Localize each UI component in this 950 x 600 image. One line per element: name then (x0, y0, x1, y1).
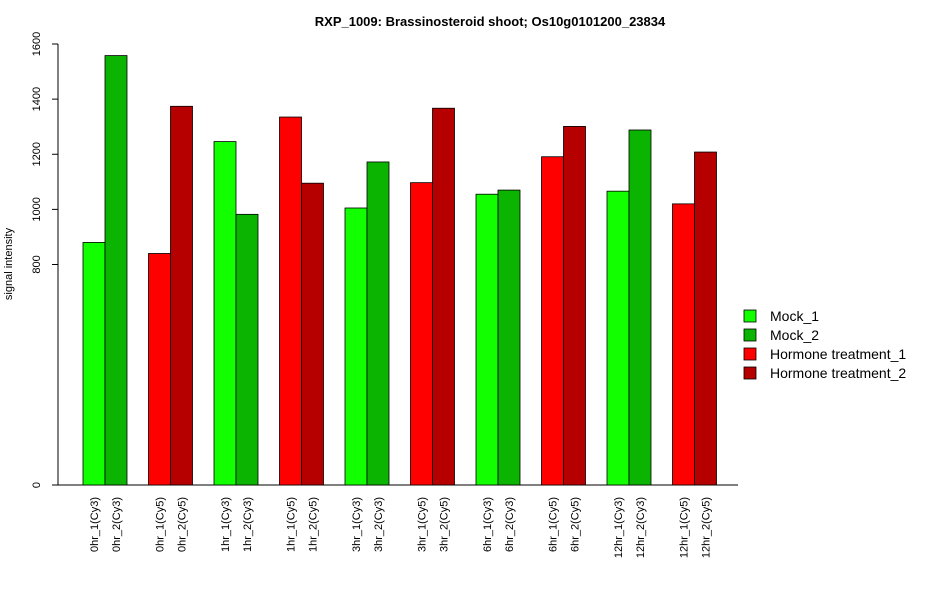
y-tick-label: 1600 (31, 32, 43, 56)
x-tick-label: 1hr_1(Cy5) (286, 497, 298, 552)
x-tick-label: 6hr_2(Cy3) (504, 497, 516, 552)
legend: Mock_1 Mock_2 Hormone treatment_1 Hormone t… (743, 308, 906, 381)
x-tick-label: 12hr_2(Cy5) (701, 497, 713, 558)
legend-label: Mock_2 (770, 327, 819, 343)
x-tick-label: 3hr_2(Cy5) (439, 497, 451, 552)
y-tick-label: 1000 (31, 197, 43, 221)
x-tick-label: 12hr_1(Cy3) (613, 497, 625, 558)
bar (170, 105, 193, 486)
bar (344, 207, 368, 486)
chart-title: RXP_1009: Brassinosteroid shoot; Os10g01… (315, 14, 666, 29)
bar (541, 156, 564, 486)
x-tick-label: 1hr_2(Cy5) (308, 497, 320, 552)
x-tick-label: 3hr_1(Cy3) (351, 497, 363, 552)
y-tick-label: 800 (31, 255, 43, 273)
y-tick-label: 0 (31, 482, 43, 488)
y-tick-label: 1200 (31, 142, 43, 166)
legend-label: Hormone treatment_1 (770, 346, 906, 362)
bar (366, 161, 390, 486)
legend-label: Mock_1 (770, 308, 819, 324)
x-tick-label: 12hr_1(Cy5) (679, 497, 691, 558)
bar (694, 151, 717, 486)
y-tick-label: 1400 (31, 87, 43, 111)
legend-label: Hormone treatment_2 (770, 365, 906, 381)
bar (301, 182, 324, 486)
x-tick-label: 6hr_2(Cy5) (570, 497, 582, 552)
bar (410, 182, 433, 486)
x-tick-label: 6hr_1(Cy5) (548, 497, 560, 552)
bar (628, 129, 652, 486)
x-tick-label: 3hr_2(Cy3) (373, 497, 385, 552)
bars (82, 55, 717, 486)
bar (606, 190, 630, 486)
x-tick-label: 1hr_1(Cy3) (220, 497, 232, 552)
y-axis-label: signal intensity (3, 227, 15, 300)
bar (148, 253, 171, 486)
x-tick-label: 0hr_2(Cy5) (177, 497, 189, 552)
bar (279, 116, 302, 486)
legend-swatch (743, 347, 757, 361)
x-tick-label: 0hr_1(Cy5) (155, 497, 167, 552)
axes: 0 800 1000 1200 1400 1600 (31, 32, 738, 488)
bar (82, 242, 106, 486)
x-tick-label: 3hr_1(Cy5) (417, 497, 429, 552)
x-tick-labels: 0hr_1(Cy3) 0hr_2(Cy3) 0hr_1(Cy5) 0hr_2(Cy5)… (89, 497, 713, 558)
bar (475, 193, 499, 486)
x-tick-label: 12hr_2(Cy3) (635, 497, 647, 558)
bar (104, 55, 128, 486)
bar (497, 189, 521, 486)
bar (235, 213, 259, 486)
bar (563, 126, 586, 486)
x-tick-label: 0hr_2(Cy3) (111, 497, 123, 552)
bar (672, 203, 695, 486)
x-tick-label: 0hr_1(Cy3) (89, 497, 101, 552)
legend-swatch (743, 366, 757, 380)
legend-swatch (743, 328, 757, 342)
bar (213, 141, 237, 486)
bar (432, 107, 455, 486)
legend-swatch (743, 309, 757, 323)
x-tick-label: 6hr_1(Cy3) (482, 497, 494, 552)
x-tick-label: 1hr_2(Cy3) (242, 497, 254, 552)
